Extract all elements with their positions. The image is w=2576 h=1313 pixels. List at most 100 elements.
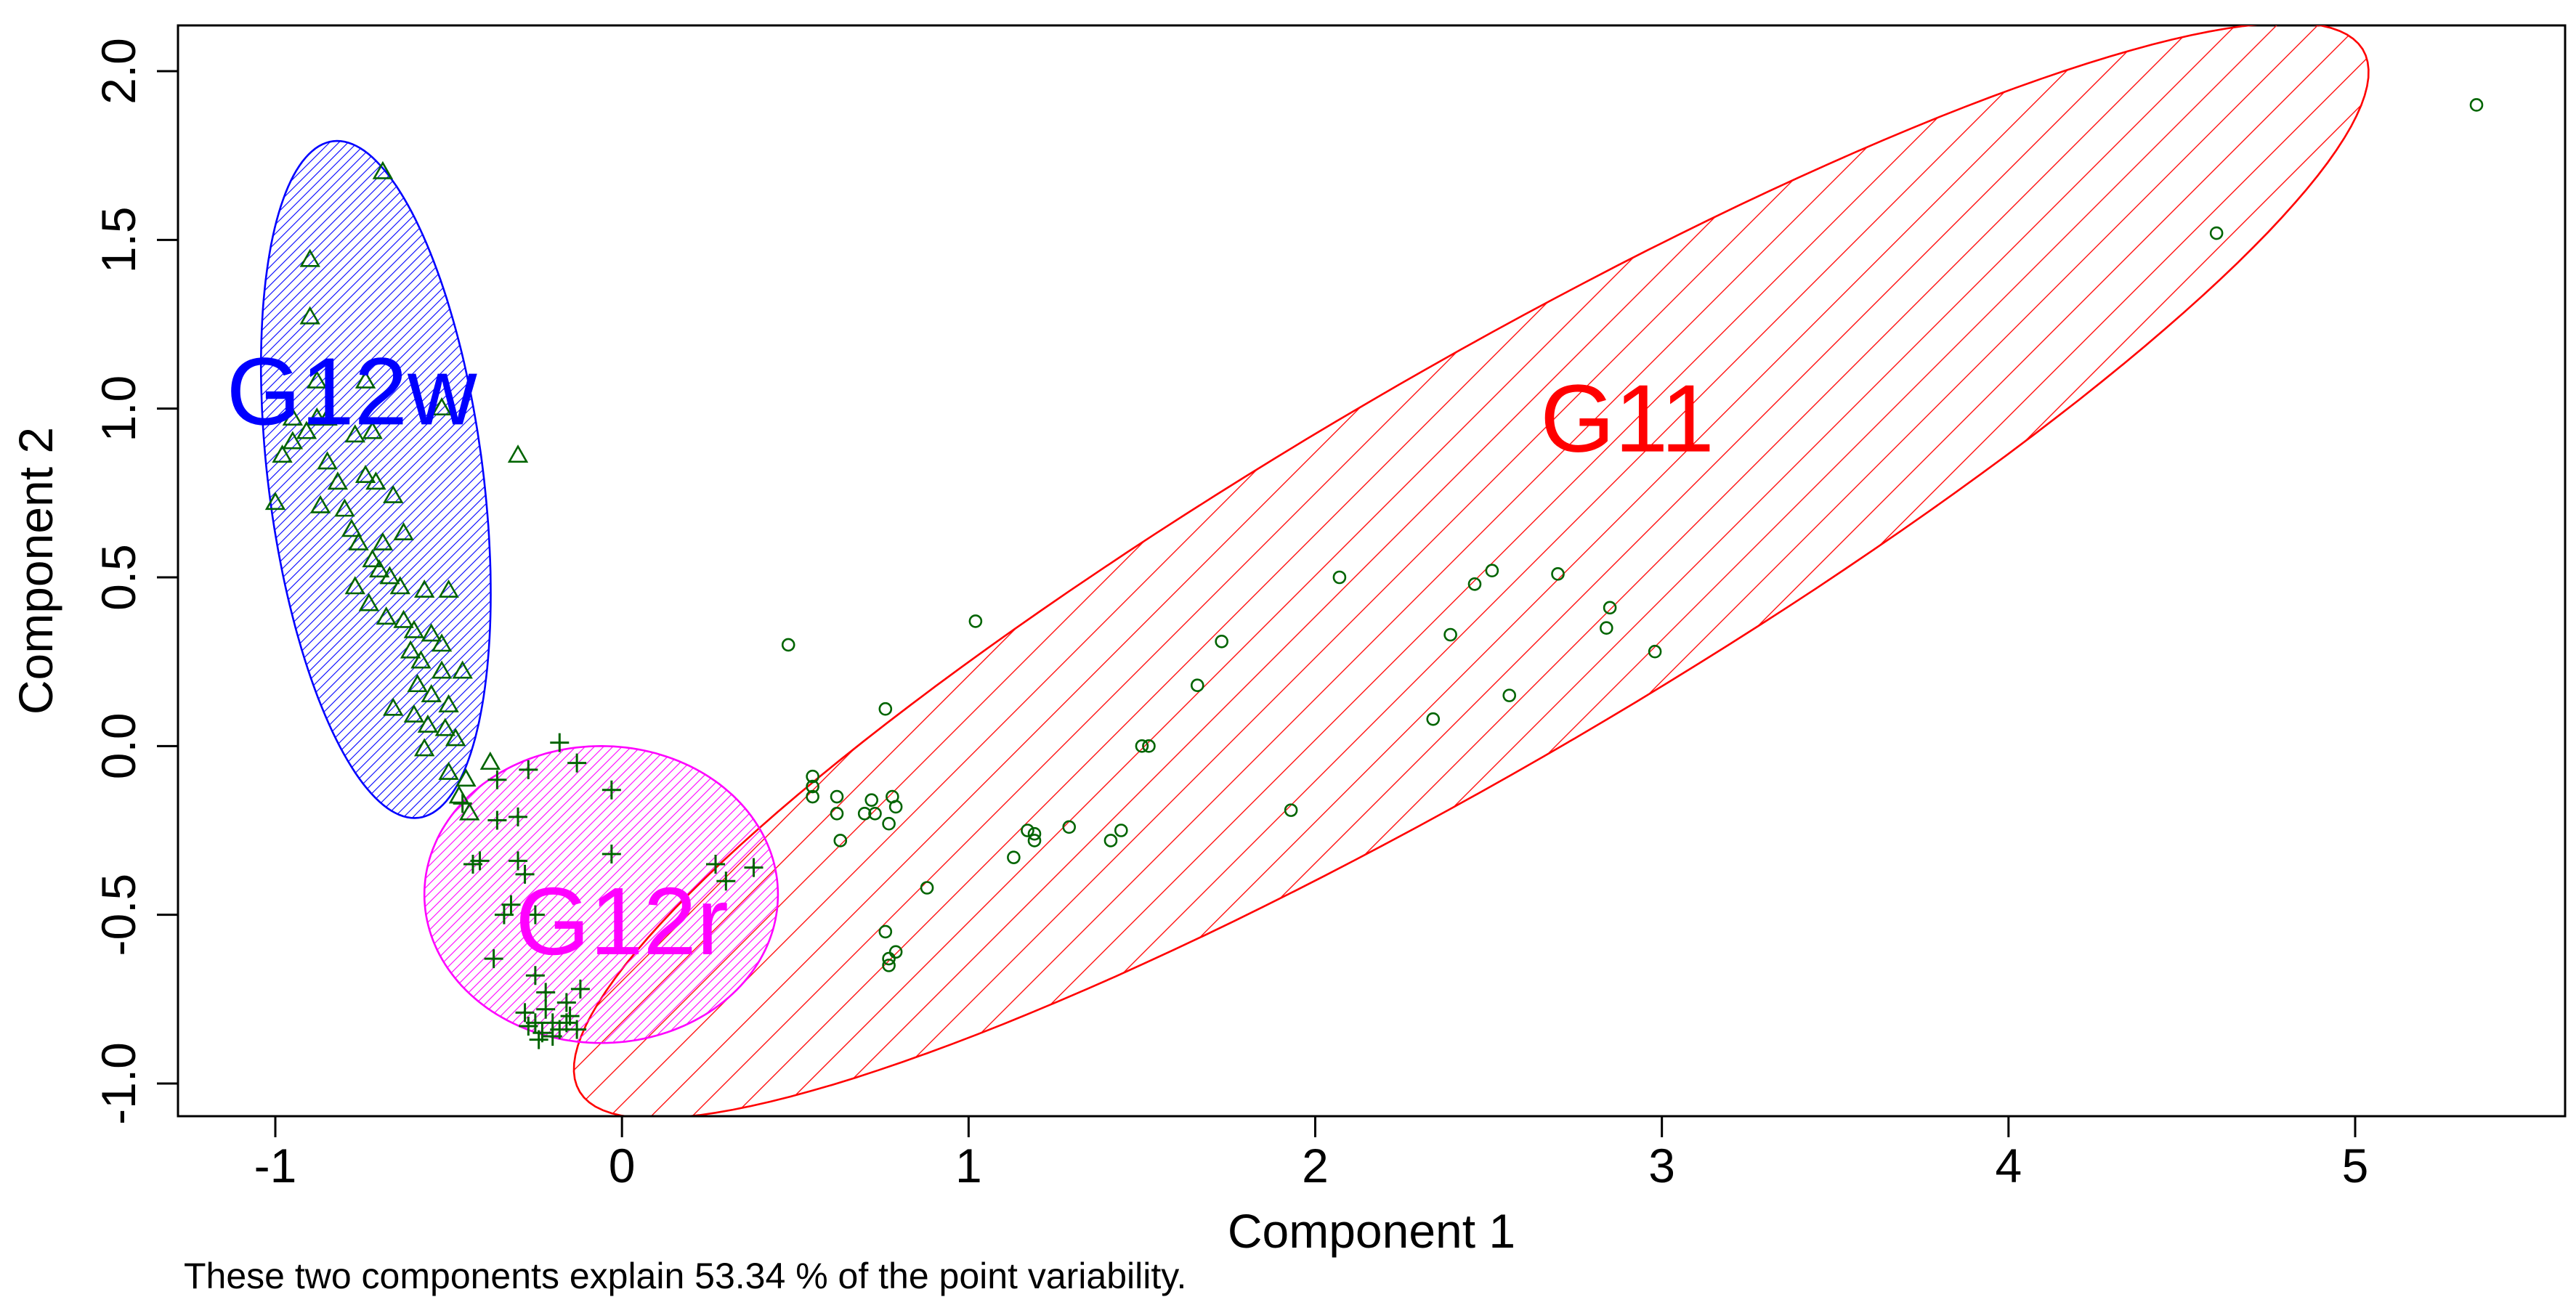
data-point-g12w (299, 248, 320, 267)
cluster-label-g12r: G12r (515, 868, 728, 975)
data-point-g12r (602, 845, 621, 864)
data-point-g12r (536, 999, 556, 1019)
data-point-g12r (525, 905, 545, 924)
data-point-g11 (806, 789, 819, 804)
data-point-g12r (509, 807, 528, 826)
data-point-g12r (550, 733, 570, 752)
y-tick-label: 1.5 (92, 206, 145, 273)
data-point-g11 (878, 702, 893, 716)
x-tick-label: 1 (955, 1139, 982, 1192)
data-point-g12w (389, 576, 410, 595)
data-point-g12r (716, 871, 736, 891)
data-point-g12r (567, 753, 587, 773)
cluster-ellipse-g12w (259, 139, 492, 819)
data-point-g12w (334, 498, 355, 517)
data-point-g12w (372, 532, 394, 550)
data-point-g12w (438, 761, 459, 780)
data-point-g11 (1551, 567, 1565, 581)
data-point-g12w (362, 549, 383, 568)
x-tick-label: 5 (2342, 1139, 2369, 1192)
data-point-g12r (525, 966, 545, 985)
data-point-g12w (410, 650, 432, 669)
data-point-g11 (878, 924, 893, 939)
data-point-g12r (515, 1003, 535, 1023)
y-tick-label: 1.0 (92, 375, 145, 442)
data-point-g12w (431, 660, 453, 679)
data-point-g12w (296, 420, 317, 439)
data-point-g12w (341, 519, 362, 537)
data-point-g12w (309, 495, 331, 513)
data-point-g12r (536, 983, 556, 1002)
data-point-g12w (438, 579, 459, 598)
data-point-g12r (501, 895, 521, 914)
data-point-g12w (282, 431, 304, 450)
data-point-g11 (1103, 834, 1118, 847)
data-point-g12r (556, 1013, 576, 1033)
data-point-g11 (1600, 621, 1613, 635)
data-point-g12w (445, 728, 466, 747)
data-point-g11 (830, 806, 844, 821)
data-point-g12w (355, 370, 376, 389)
data-point-g11 (968, 614, 983, 628)
data-point-g12w (344, 576, 365, 595)
data-point-g12w (327, 471, 349, 490)
data-point-g12r (744, 858, 764, 877)
y-tick-label: -0.5 (92, 874, 145, 956)
data-point-g12r (519, 760, 538, 779)
data-point-g12w (299, 306, 320, 325)
data-point-g12w (421, 684, 442, 702)
data-point-g12w (455, 768, 477, 787)
data-point-g12w (355, 464, 376, 483)
data-point-g11 (1142, 739, 1156, 753)
data-point-g12r (487, 810, 507, 830)
data-point-g12w (403, 619, 425, 638)
data-point-g11 (1135, 739, 1149, 753)
cluster-ellipse-g11 (572, 25, 2370, 1116)
data-point-g11 (868, 806, 882, 821)
data-point-g11 (1027, 834, 1042, 847)
data-point-g12w (368, 559, 390, 578)
data-point-g12r (567, 1020, 587, 1039)
data-point-g11 (1467, 577, 1482, 591)
data-point-g11 (830, 789, 844, 804)
data-point-g12r (509, 851, 528, 871)
data-point-g12w (431, 633, 453, 652)
data-point-g12r (529, 1030, 548, 1049)
data-point-g12w (272, 444, 293, 463)
data-point-g11 (882, 816, 896, 831)
x-tick-label: 2 (1302, 1139, 1329, 1192)
data-point-g12w (344, 424, 365, 443)
data-point-g11 (1603, 601, 1617, 615)
data-point-g12w (438, 694, 459, 712)
data-point-g11 (1215, 634, 1228, 649)
data-point-g12r (570, 979, 590, 999)
data-point-g12w (307, 407, 328, 426)
data-point-g12w (421, 623, 442, 642)
data-point-g12w (393, 609, 414, 628)
data-point-g12r (706, 854, 726, 874)
data-point-g11 (1332, 570, 1347, 585)
cluster-label-g12w: G12w (227, 338, 477, 444)
x-tick-label: -1 (254, 1139, 297, 1192)
data-point-g12r (602, 780, 621, 800)
x-tick-label: 4 (1995, 1139, 2022, 1192)
data-point-g12w (379, 566, 400, 585)
y-tick-label: 2.0 (92, 38, 145, 105)
data-point-g12w (393, 521, 414, 540)
data-point-g12w (417, 714, 439, 733)
data-point-g11 (833, 834, 848, 847)
data-point-g11 (1027, 826, 1042, 841)
data-point-g12w (403, 704, 425, 723)
data-point-g11 (781, 638, 795, 652)
data-point-g11 (1062, 820, 1077, 834)
y-tick-label: 0.0 (92, 712, 145, 779)
data-point-g12w (400, 640, 421, 659)
data-point-g11 (864, 793, 879, 807)
data-point-g12w (452, 660, 473, 679)
data-point-g12r (487, 770, 507, 789)
data-point-g12w (282, 407, 304, 426)
data-point-g11 (1114, 824, 1128, 837)
data-point-g12w (407, 674, 428, 693)
data-point-g12w (431, 397, 453, 416)
